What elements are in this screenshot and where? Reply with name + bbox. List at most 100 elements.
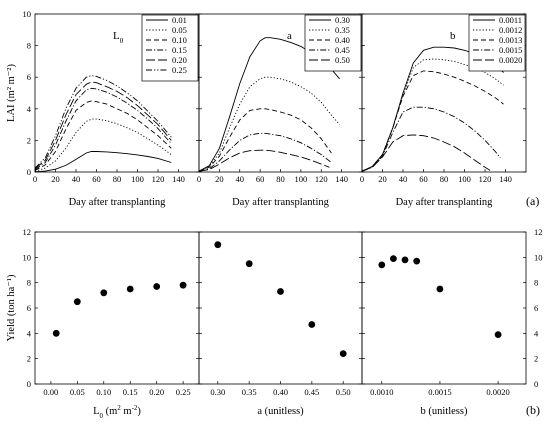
x-tick-label: 120 <box>479 174 492 184</box>
data-point <box>179 281 187 289</box>
y-tick-label: 12 <box>23 227 32 237</box>
legend-label: 0.20 <box>172 55 187 65</box>
x-tick-label: 0.45 <box>304 387 319 397</box>
data-point <box>401 256 409 264</box>
panel-label: b <box>450 30 456 42</box>
data-point <box>436 285 444 293</box>
y-tick-label: 4 <box>27 328 32 338</box>
y-tick-label: 2 <box>27 354 31 364</box>
x-tick-label: 0.40 <box>273 387 288 397</box>
y-tick-label-right: 4 <box>534 328 539 338</box>
series-line-0.35 <box>198 76 340 172</box>
data-point <box>214 241 222 249</box>
x-tick-label: 80 <box>113 174 122 184</box>
x-tick-label: 60 <box>419 174 428 184</box>
y-tick-label: 8 <box>27 278 31 288</box>
x-tick-label: 0.35 <box>242 387 257 397</box>
legend-label: 0.35 <box>335 25 350 35</box>
data-point <box>52 329 60 337</box>
series-line-0.20 <box>34 81 172 170</box>
x-tick-label: 0.20 <box>149 387 164 397</box>
legend-label: 0.50 <box>335 55 350 65</box>
series-line-0.10 <box>34 100 172 171</box>
series-line-0.25 <box>34 75 172 169</box>
data-point <box>308 321 316 328</box>
legend-label: 0.0012 <box>499 25 522 35</box>
x-tick-label: 0.0010 <box>370 387 393 397</box>
panel-label-subscript: 0 <box>120 37 124 45</box>
data-point <box>390 255 397 262</box>
x-axis-label: Day after transplanting <box>396 197 494 208</box>
x-axis-label-part: 0 <box>99 412 103 420</box>
data-point <box>100 289 108 297</box>
series-line-0.01 <box>34 151 172 173</box>
y-tick-label: 6 <box>27 72 31 82</box>
x-tick-label: 0 <box>197 174 201 184</box>
legend-label: 0.0011 <box>499 15 522 25</box>
x-tick-label: 0.15 <box>123 387 138 397</box>
x-tick-label: 80 <box>440 174 449 184</box>
x-tick-label: 100 <box>131 174 144 184</box>
data-point <box>277 288 284 295</box>
legend-label: 0.05 <box>172 25 187 35</box>
legend-label: 0.0015 <box>499 45 522 55</box>
x-tick-label: 40 <box>72 174 81 184</box>
x-tick-label: 60 <box>256 174 265 184</box>
legend-label: 0.40 <box>335 35 350 45</box>
series-line-0.0013 <box>361 70 504 172</box>
data-point <box>378 261 386 269</box>
y-tick-label: 10 <box>23 252 32 262</box>
yield-panel-frame-3 <box>361 231 527 385</box>
legend-label: 0.01 <box>172 15 187 25</box>
x-tick-label: 0.50 <box>336 387 351 397</box>
y-tick-label-right: 0 <box>534 379 538 389</box>
x-axis-label-part: L <box>93 406 99 417</box>
x-tick-label: 0.00 <box>43 387 58 397</box>
x-tick-label: 140 <box>172 174 185 184</box>
x-tick-label: 60 <box>92 174 101 184</box>
legend-label: 0.15 <box>172 45 187 55</box>
y-tick-label-right: 8 <box>534 278 538 288</box>
x-tick-label: 100 <box>295 174 308 184</box>
x-tick-label: 40 <box>236 174 245 184</box>
data-point <box>245 260 253 268</box>
legend-label: 0.10 <box>172 35 187 45</box>
x-tick-label: 20 <box>51 174 60 184</box>
x-tick-label: 140 <box>499 174 512 184</box>
x-tick-label: 20 <box>215 174 224 184</box>
y-tick-label: 10 <box>23 9 32 19</box>
data-point <box>153 283 161 290</box>
x-axis-label: Day after transplanting <box>69 197 167 208</box>
legend-label: 0.30 <box>335 15 350 25</box>
panel-label-base: L <box>113 30 120 42</box>
legend-label: 0.25 <box>172 65 187 75</box>
y-axis-label: LAI (m² m⁻²) <box>6 64 17 122</box>
x-tick-label: 120 <box>152 174 165 184</box>
data-point <box>494 331 502 338</box>
figure-label-b: (b) <box>526 403 540 417</box>
series-line-0.15 <box>34 87 172 170</box>
x-tick-label: 0.25 <box>176 387 191 397</box>
x-axis-label: b (unitless) <box>421 406 468 417</box>
x-axis-label-part: 2 <box>117 404 121 412</box>
legend-label: 0.0013 <box>499 35 522 45</box>
x-tick-label: 140 <box>335 174 348 184</box>
data-point <box>73 298 81 306</box>
x-tick-label: 80 <box>276 174 285 184</box>
data-point <box>339 350 347 357</box>
x-axis-label: Day after transplanting <box>232 197 330 208</box>
y-tick-label: 0 <box>27 167 31 177</box>
x-tick-label: 0.0020 <box>486 387 509 397</box>
y-tick-label: 0 <box>27 379 31 389</box>
data-point <box>126 285 134 293</box>
y-tick-label-right: 12 <box>534 227 543 237</box>
x-tick-label: 0 <box>360 174 364 184</box>
x-axis-label: L0 (m2 m-2) <box>93 404 141 420</box>
y-tick-label-right: 10 <box>534 252 543 262</box>
x-tick-label: 100 <box>458 174 471 184</box>
legend-box <box>304 14 362 72</box>
x-tick-label: 0 <box>33 174 37 184</box>
series-line-0.05 <box>34 118 172 172</box>
series-line-0.0020 <box>361 134 491 172</box>
panel-label: L0 <box>113 30 124 45</box>
